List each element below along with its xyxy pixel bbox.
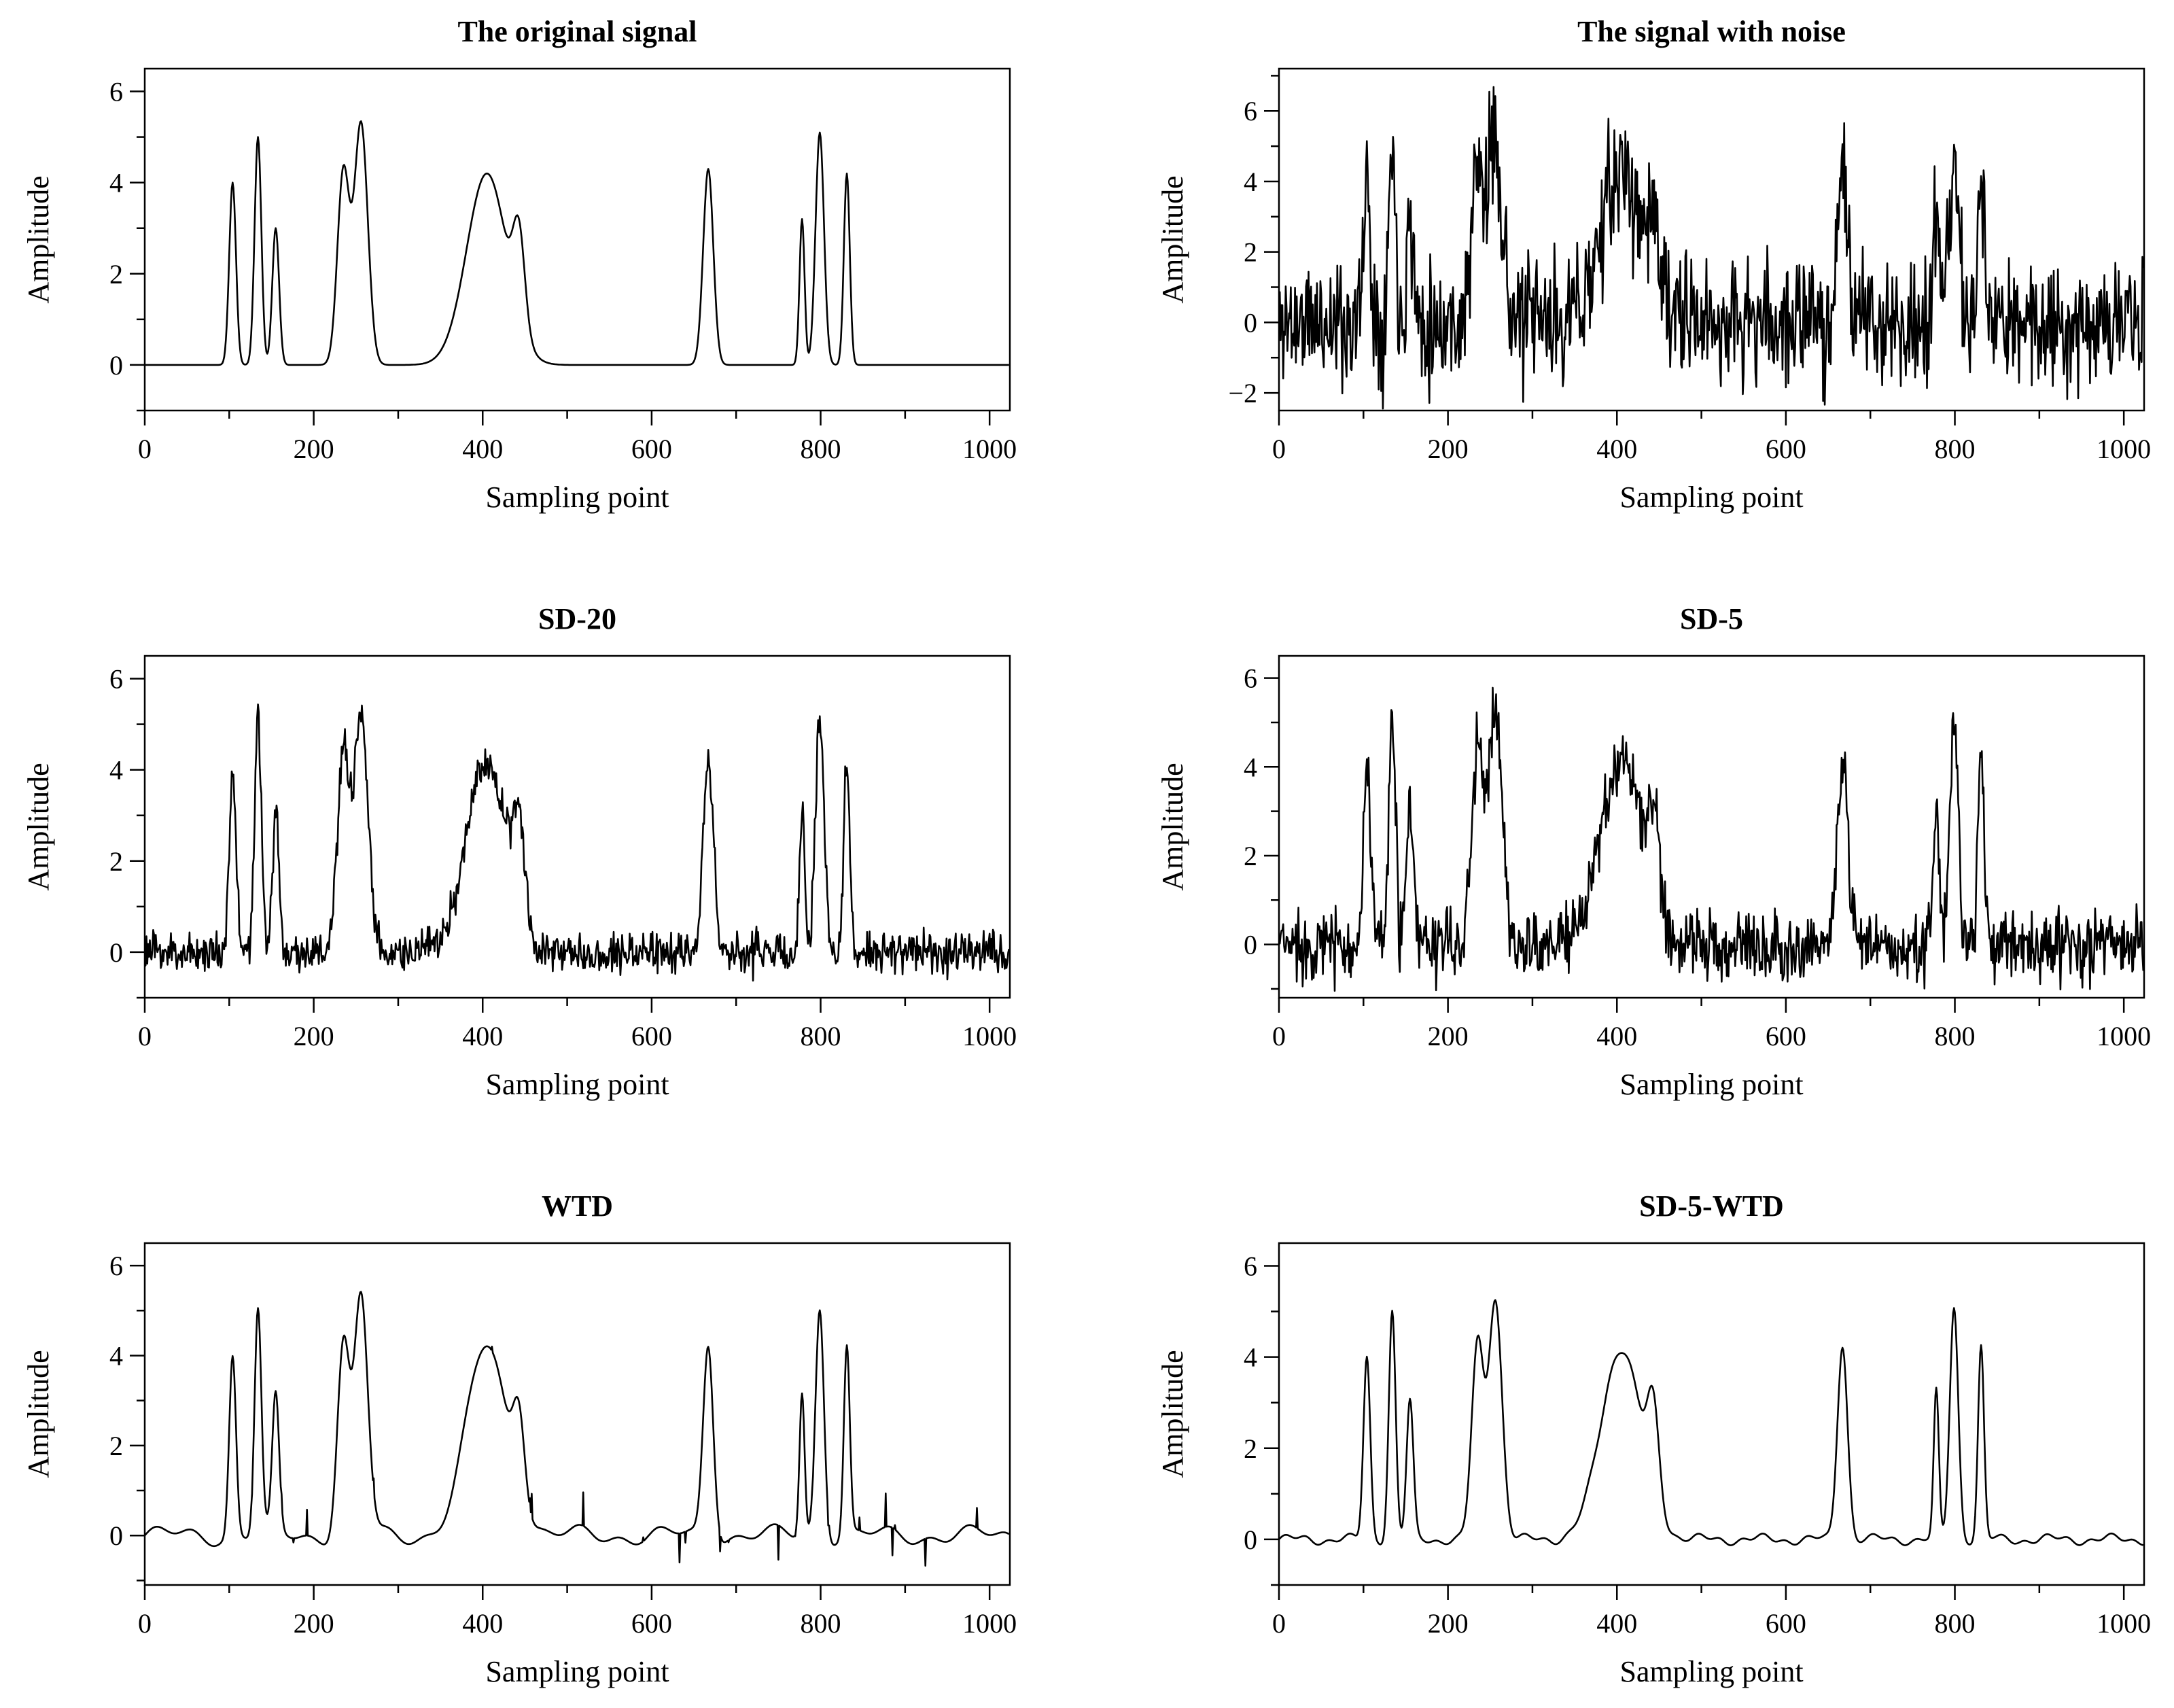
x-tick-label: 800 [801,1608,841,1639]
x-tick-label: 800 [1935,434,1976,464]
x-axis-label: Sampling point [1619,481,1803,514]
y-tick-label: 4 [1244,752,1257,782]
y-tick-label: 6 [109,1251,123,1281]
x-tick-label: 600 [631,1021,672,1051]
y-tick-label: 6 [1244,96,1257,126]
y-tick-label: 4 [109,1340,123,1371]
x-tick-label: 200 [1428,1021,1469,1051]
y-tick-label: 2 [1244,1433,1257,1464]
x-tick-label: 400 [462,1608,503,1639]
x-tick-label: 1000 [962,1021,1017,1051]
x-tick-label: 0 [1272,434,1286,464]
chart-title: SD-5 [1680,602,1743,635]
y-tick-label: 2 [109,259,123,290]
chart-panel-1: The original signal 0 200 400 600 800 1000 0 2 4 6… [22,15,1017,514]
y-tick-label: 4 [109,168,123,198]
x-tick-label: 1000 [962,434,1017,464]
series-line-wtd [145,1291,1010,1567]
x-axis-label: Sampling point [1619,1068,1803,1101]
chart-title: WTD [542,1189,613,1223]
x-tick-label: 600 [1766,434,1806,464]
x-axis-label: Sampling point [485,1655,669,1688]
y-tick-label: 2 [1244,841,1257,871]
x-tick-label: 400 [1596,1021,1637,1051]
x-axis-label: Sampling point [485,481,669,514]
y-tick-label: 0 [1244,1524,1257,1555]
series-line-sd-5-wtd [1279,1299,2143,1546]
x-tick-label: 200 [1428,434,1469,464]
plot-frame [1278,1242,2145,1586]
x-tick-label: 200 [1428,1608,1469,1639]
x-tick-label: 200 [294,434,334,464]
x-tick-label: 800 [1935,1021,1976,1051]
x-tick-label: 600 [1766,1608,1806,1639]
x-tick-label: 1000 [2097,1021,2151,1051]
chart-title: SD-5-WTD [1639,1189,1784,1223]
chart-panel-4: SD-5 0 200 400 600 800 1000 0 2 4 6 Sampling point A… [1156,602,2151,1101]
x-tick-label: 1000 [2097,1608,2151,1639]
chart-title: The original signal [457,15,697,48]
series-line-sd-20 [145,703,1010,982]
x-tick-label: 1000 [2097,434,2151,464]
y-tick-label: 0 [109,1520,123,1551]
chart-panel-3: SD-20 0 200 400 600 800 1000 0 2 4 6 Sampling point… [22,602,1017,1101]
y-axis-label: Amplitude [22,175,55,303]
y-tick-label: 2 [1244,237,1257,268]
x-tick-label: 0 [138,1021,152,1051]
series-line-noisy-signal [1279,86,2144,410]
y-axis-label: Amplitude [1156,175,1189,303]
chart-title: The signal with noise [1577,15,1846,48]
y-tick-label: 4 [1244,1342,1257,1373]
y-tick-label: 4 [1244,167,1257,197]
x-tick-label: 600 [631,1608,672,1639]
x-tick-label: 0 [1272,1608,1286,1639]
x-tick-label: 200 [294,1021,334,1051]
x-tick-label: 1000 [962,1608,1017,1639]
y-tick-label: −2 [1228,378,1257,408]
y-axis-label: Amplitude [1156,763,1189,890]
x-tick-label: 400 [1596,1608,1637,1639]
x-tick-label: 0 [1272,1021,1286,1051]
chart-panel-2: The signal with noise 0 200 400 600 800 1000 −2… [1156,15,2151,514]
y-axis-label: Amplitude [22,763,55,890]
series-line-sd-5 [1279,686,2144,992]
x-tick-label: 800 [801,434,841,464]
x-tick-label: 800 [1935,1608,1976,1639]
y-tick-label: 6 [109,664,123,695]
y-tick-label: 6 [1244,663,1257,694]
y-tick-label: 0 [109,937,123,968]
x-tick-label: 200 [294,1608,334,1639]
y-tick-label: 6 [109,77,123,107]
x-tick-label: 400 [1596,434,1637,464]
y-axis-label: Amplitude [22,1350,55,1478]
series-line-original-signal [145,120,1009,366]
x-tick-label: 0 [138,1608,152,1639]
y-tick-label: 6 [1244,1251,1257,1282]
y-tick-label: 0 [1244,930,1257,960]
y-tick-label: 2 [109,1431,123,1461]
plot-frame [143,67,1011,412]
y-tick-label: 0 [1244,307,1257,338]
plot-frame [143,1242,1011,1586]
chart-panel-6: SD-5-WTD 0 200 400 600 800 1000 0 2 4 6 Sampling po… [1156,1189,2151,1688]
x-tick-label: 400 [462,1021,503,1051]
x-tick-label: 400 [462,434,503,464]
y-tick-label: 2 [109,846,123,877]
x-tick-label: 800 [801,1021,841,1051]
y-axis-label: Amplitude [1156,1350,1189,1478]
plot-frame [143,655,1011,999]
chart-title: SD-20 [538,602,616,635]
y-tick-label: 0 [109,350,123,381]
y-tick-label: 4 [109,755,123,786]
x-axis-label: Sampling point [1619,1655,1803,1688]
x-tick-label: 600 [631,434,672,464]
x-tick-label: 600 [1766,1021,1806,1051]
x-tick-label: 0 [138,434,152,464]
plot-frame [1278,67,2145,412]
plot-frame [1278,655,2145,999]
x-axis-label: Sampling point [485,1068,669,1101]
chart-panel-5: WTD 0 200 400 600 800 1000 0 2 4 6 Sampling point Am… [22,1189,1017,1688]
